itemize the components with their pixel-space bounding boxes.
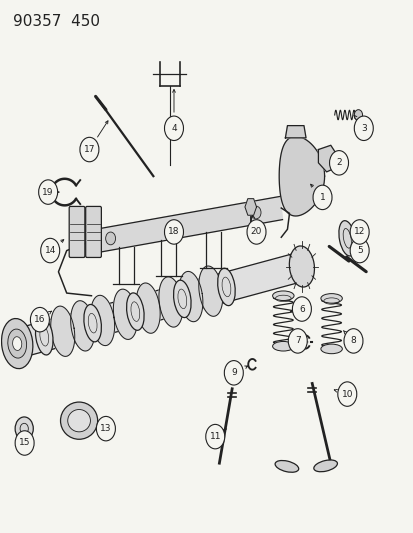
Polygon shape xyxy=(51,306,75,357)
Ellipse shape xyxy=(313,460,337,472)
Ellipse shape xyxy=(320,344,342,354)
Text: 12: 12 xyxy=(353,228,364,237)
Polygon shape xyxy=(318,146,336,172)
Ellipse shape xyxy=(36,318,53,355)
Polygon shape xyxy=(178,271,202,322)
Text: 20: 20 xyxy=(250,228,261,237)
Ellipse shape xyxy=(2,319,33,369)
Circle shape xyxy=(292,297,311,321)
Circle shape xyxy=(15,417,33,440)
Text: 9: 9 xyxy=(230,368,236,377)
Circle shape xyxy=(15,431,34,455)
Circle shape xyxy=(30,308,49,332)
Text: 4: 4 xyxy=(171,124,176,133)
Ellipse shape xyxy=(289,246,314,287)
Circle shape xyxy=(349,238,368,263)
FancyBboxPatch shape xyxy=(69,206,85,257)
Circle shape xyxy=(337,382,356,406)
Ellipse shape xyxy=(84,304,101,342)
Ellipse shape xyxy=(274,461,298,472)
Circle shape xyxy=(224,361,243,385)
Text: 3: 3 xyxy=(360,124,366,133)
Polygon shape xyxy=(86,197,282,254)
Ellipse shape xyxy=(126,293,144,330)
Ellipse shape xyxy=(338,221,355,256)
Text: 90357  450: 90357 450 xyxy=(13,14,100,29)
Circle shape xyxy=(105,232,115,245)
Circle shape xyxy=(349,220,368,244)
Ellipse shape xyxy=(173,280,191,318)
Ellipse shape xyxy=(12,337,22,351)
FancyBboxPatch shape xyxy=(85,206,101,257)
Circle shape xyxy=(164,220,183,244)
Text: 15: 15 xyxy=(19,439,30,448)
Text: 16: 16 xyxy=(34,315,45,324)
Circle shape xyxy=(205,424,224,449)
Polygon shape xyxy=(278,136,324,216)
Ellipse shape xyxy=(60,402,97,439)
Circle shape xyxy=(354,110,362,120)
Circle shape xyxy=(96,416,115,441)
Polygon shape xyxy=(136,283,160,333)
Polygon shape xyxy=(113,289,137,340)
Circle shape xyxy=(312,185,331,209)
Polygon shape xyxy=(15,252,304,358)
Text: 2: 2 xyxy=(335,158,341,167)
Circle shape xyxy=(354,116,373,141)
Text: 1: 1 xyxy=(319,193,325,202)
Text: 14: 14 xyxy=(45,246,56,255)
Polygon shape xyxy=(285,126,305,138)
Text: 5: 5 xyxy=(356,246,362,255)
Text: 10: 10 xyxy=(341,390,352,399)
Ellipse shape xyxy=(320,294,342,303)
Text: 19: 19 xyxy=(42,188,54,197)
Ellipse shape xyxy=(272,291,293,301)
Polygon shape xyxy=(198,266,222,316)
Text: 11: 11 xyxy=(209,432,221,441)
Ellipse shape xyxy=(8,329,26,358)
Polygon shape xyxy=(159,277,183,327)
Text: 6: 6 xyxy=(298,304,304,313)
Text: 18: 18 xyxy=(168,228,179,237)
Polygon shape xyxy=(244,199,256,215)
Text: 17: 17 xyxy=(83,145,95,154)
Ellipse shape xyxy=(272,342,293,351)
Circle shape xyxy=(164,116,183,141)
Circle shape xyxy=(287,329,306,353)
Polygon shape xyxy=(90,295,114,345)
Text: 13: 13 xyxy=(100,424,112,433)
Circle shape xyxy=(38,180,57,204)
Circle shape xyxy=(343,329,362,353)
Text: 7: 7 xyxy=(294,336,300,345)
Ellipse shape xyxy=(68,409,90,432)
Circle shape xyxy=(251,206,260,219)
Circle shape xyxy=(80,138,99,162)
Ellipse shape xyxy=(217,268,235,305)
Circle shape xyxy=(40,238,59,263)
Circle shape xyxy=(247,220,266,244)
Circle shape xyxy=(329,151,348,175)
Text: 8: 8 xyxy=(350,336,356,345)
Polygon shape xyxy=(71,301,95,351)
